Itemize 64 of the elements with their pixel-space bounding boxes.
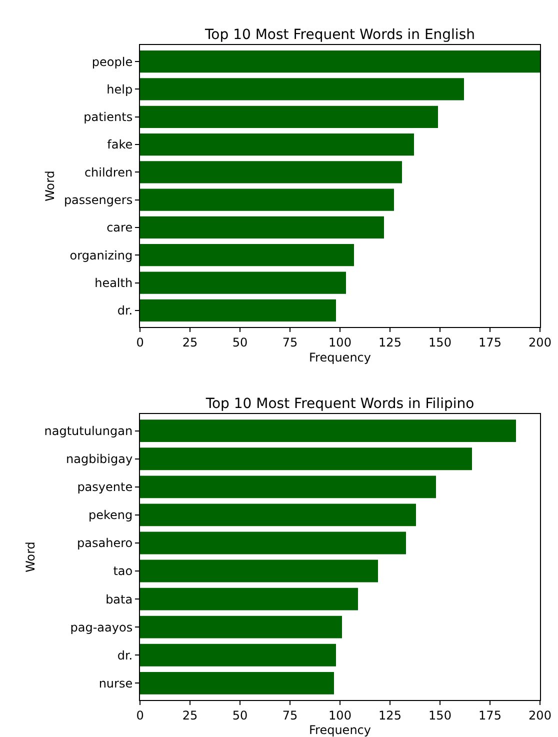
x-tick-label: 175 (478, 335, 502, 350)
x-tick-label: 175 (478, 708, 502, 722)
y-tick-label: dr. (117, 648, 133, 662)
y-tick-label: nagbibigay (66, 452, 133, 466)
x-tick-label: 75 (282, 335, 298, 350)
bar (140, 588, 358, 610)
chart-title: Top 10 Most Frequent Words in English (204, 27, 475, 43)
bar (140, 532, 406, 554)
bar (140, 161, 402, 184)
bar (140, 504, 416, 526)
x-tick-label: 150 (428, 708, 452, 722)
bar (140, 448, 472, 470)
y-tick-label: help (106, 82, 133, 96)
bar (140, 420, 516, 442)
x-tick-label: 0 (136, 335, 144, 350)
y-tick-label: dr. (117, 304, 133, 318)
bar (140, 78, 464, 100)
chart-title: Top 10 Most Frequent Words in Filipino (204, 396, 474, 412)
bar (140, 272, 346, 294)
x-tick-label: 0 (136, 708, 144, 722)
y-tick-label: passengers (64, 193, 133, 208)
x-tick-label: 50 (232, 335, 248, 350)
x-tick-label: 100 (328, 335, 352, 350)
bar (140, 616, 342, 638)
y-tick-label: organizing (70, 248, 133, 262)
y-tick-label: health (94, 276, 133, 290)
y-tick-label: pasahero (77, 536, 133, 550)
x-tick-label: 200 (528, 335, 552, 350)
y-tick-label: pekeng (88, 508, 133, 522)
y-axis-title: Word (43, 170, 58, 202)
x-tick-label: 125 (378, 708, 402, 722)
y-tick-label: nurse (98, 676, 133, 690)
bar (140, 133, 414, 156)
bar (140, 50, 540, 73)
bar (140, 560, 378, 582)
bar (140, 672, 334, 694)
y-tick-label: nagtutulungan (44, 424, 133, 438)
y-tick-label: bata (106, 592, 133, 606)
y-tick-label: patients (84, 110, 133, 124)
y-tick-label: fake (107, 138, 133, 152)
y-axis-title: Word (24, 542, 38, 572)
bar (140, 644, 336, 666)
bar (140, 299, 336, 322)
x-tick-label: 150 (428, 335, 452, 350)
x-axis-title: Frequency (309, 350, 371, 364)
y-tick-label: pasyente (77, 480, 133, 494)
y-tick-label: people (92, 54, 133, 69)
bar (140, 244, 354, 266)
bar (140, 216, 384, 239)
bar (140, 476, 436, 498)
bar (140, 188, 394, 211)
y-tick-label: care (106, 220, 133, 235)
x-tick-label: 200 (528, 708, 552, 722)
x-tick-label: 25 (182, 335, 198, 350)
bar (140, 106, 438, 128)
y-tick-label: tao (113, 564, 133, 578)
x-axis-title: Frequency (309, 723, 371, 737)
y-tick-label: children (84, 165, 133, 180)
x-tick-label: 25 (182, 708, 198, 722)
x-tick-label: 100 (328, 708, 352, 722)
y-tick-label: pag-aayos (70, 620, 133, 634)
x-tick-label: 125 (378, 335, 402, 350)
x-tick-label: 50 (232, 708, 248, 722)
x-tick-label: 75 (282, 708, 298, 722)
